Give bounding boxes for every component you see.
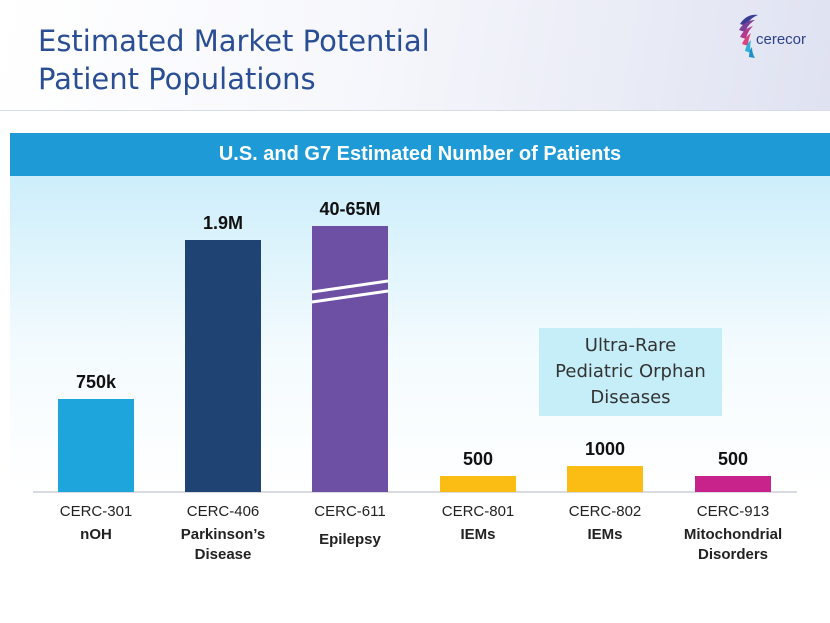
header-divider bbox=[0, 110, 830, 111]
category-code-cerc-611: CERC-611 bbox=[314, 503, 386, 520]
value-label-cerc-406: 1.9M bbox=[203, 213, 243, 233]
category-desc-cerc-913: Mitochondrial Disorders bbox=[683, 526, 783, 563]
ultra-rare-callout: Ultra-Rare Pediatric Orphan Diseases bbox=[539, 328, 722, 416]
value-label-cerc-611: 40-65M bbox=[319, 199, 380, 219]
axis-break-mark bbox=[311, 289, 389, 304]
callout-line-3: Diseases bbox=[590, 387, 671, 408]
category-code-cerc-913: CERC-913 bbox=[696, 503, 770, 520]
title-line-2: Patient Populations bbox=[38, 62, 316, 96]
category-code-cerc-801: CERC-801 bbox=[441, 503, 515, 520]
category-code-cerc-406: CERC-406 bbox=[186, 503, 260, 520]
category-desc-cerc-611: Epilepsy bbox=[319, 531, 381, 548]
category-desc-cerc-301: nOH bbox=[80, 526, 112, 543]
category-desc-cerc-801: IEMs bbox=[460, 526, 496, 543]
bar-cerc-913 bbox=[695, 476, 771, 492]
bar-cerc-802 bbox=[567, 466, 643, 492]
cerecor-logo: cerecor bbox=[734, 10, 824, 74]
axis-break-mark bbox=[311, 279, 389, 294]
slide-title: Estimated Market Potential Patient Popul… bbox=[38, 22, 430, 98]
slide-header bbox=[0, 0, 830, 110]
value-label-cerc-301: 750k bbox=[76, 372, 117, 392]
cerecor-logo-mark-icon bbox=[739, 14, 758, 58]
bar-cerc-406 bbox=[185, 240, 261, 492]
logo-text: cerecor bbox=[756, 31, 807, 48]
callout-line-1: Ultra-Rare bbox=[584, 335, 677, 356]
bar-cerc-801 bbox=[440, 476, 516, 492]
chart-banner: U.S. and G7 Estimated Number of Patients bbox=[10, 133, 830, 176]
title-line-1: Estimated Market Potential bbox=[38, 24, 430, 58]
callout-line-2: Pediatric Orphan bbox=[555, 361, 706, 382]
value-label-cerc-802: 1000 bbox=[585, 439, 625, 459]
value-label-cerc-913: 500 bbox=[718, 449, 748, 469]
value-label-cerc-801: 500 bbox=[463, 449, 493, 469]
bar-cerc-611 bbox=[312, 226, 388, 492]
category-desc-cerc-406: Parkinson’s Disease bbox=[180, 526, 266, 563]
category-desc-cerc-802: IEMs bbox=[587, 526, 623, 543]
category-code-cerc-301: CERC-301 bbox=[59, 503, 133, 520]
bar-cerc-301 bbox=[58, 399, 134, 492]
category-code-cerc-802: CERC-802 bbox=[568, 503, 642, 520]
